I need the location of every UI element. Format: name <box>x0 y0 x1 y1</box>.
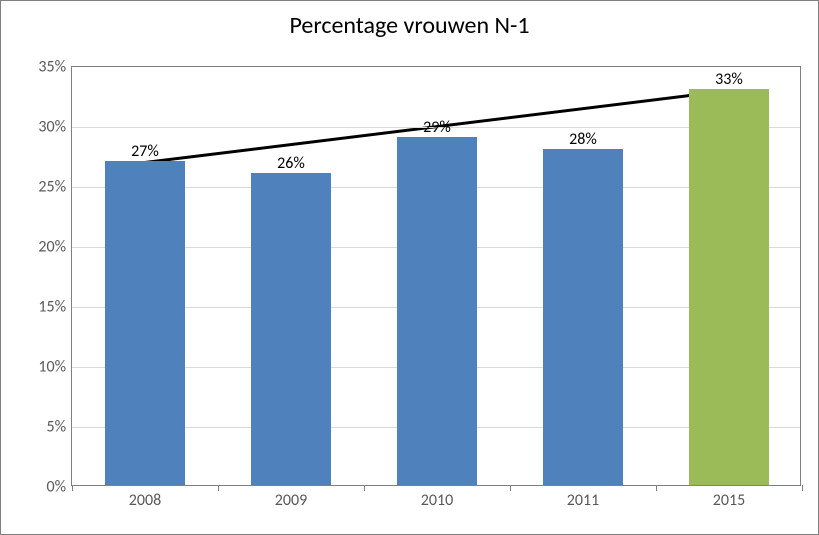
bar <box>543 149 623 485</box>
x-tick-label: 2015 <box>713 485 745 510</box>
y-tick-label: 10% <box>38 358 72 377</box>
x-tick-label: 2010 <box>421 485 453 510</box>
x-tick-mark <box>218 485 219 491</box>
x-tick-mark <box>656 485 657 491</box>
y-tick-label: 30% <box>38 118 72 137</box>
y-tick-label: 25% <box>38 178 72 197</box>
x-tick-mark <box>802 485 803 491</box>
plot-area: 0%5%10%15%20%25%30%35%27%200826%200929%2… <box>71 66 801 486</box>
chart-title: Percentage vrouwen N-1 <box>1 11 818 40</box>
bar <box>689 89 769 485</box>
x-tick-mark <box>364 485 365 491</box>
y-tick-label: 35% <box>38 58 72 77</box>
bar <box>251 173 331 485</box>
y-tick-label: 15% <box>38 298 72 317</box>
bar-value-label: 29% <box>423 118 451 137</box>
y-tick-label: 5% <box>46 418 72 437</box>
y-tick-label: 20% <box>38 238 72 257</box>
bar-value-label: 26% <box>277 154 305 173</box>
x-tick-label: 2008 <box>129 485 161 510</box>
bar-value-label: 33% <box>715 70 743 89</box>
chart-frame: Percentage vrouwen N-1 0%5%10%15%20%25%3… <box>0 0 819 535</box>
bar <box>105 161 185 485</box>
bar <box>397 137 477 485</box>
x-tick-mark <box>510 485 511 491</box>
bar-value-label: 27% <box>131 142 159 161</box>
y-tick-label: 0% <box>46 478 72 497</box>
x-tick-mark <box>72 485 73 491</box>
bar-value-label: 28% <box>569 130 597 149</box>
x-tick-label: 2011 <box>567 485 599 510</box>
x-tick-label: 2009 <box>275 485 307 510</box>
